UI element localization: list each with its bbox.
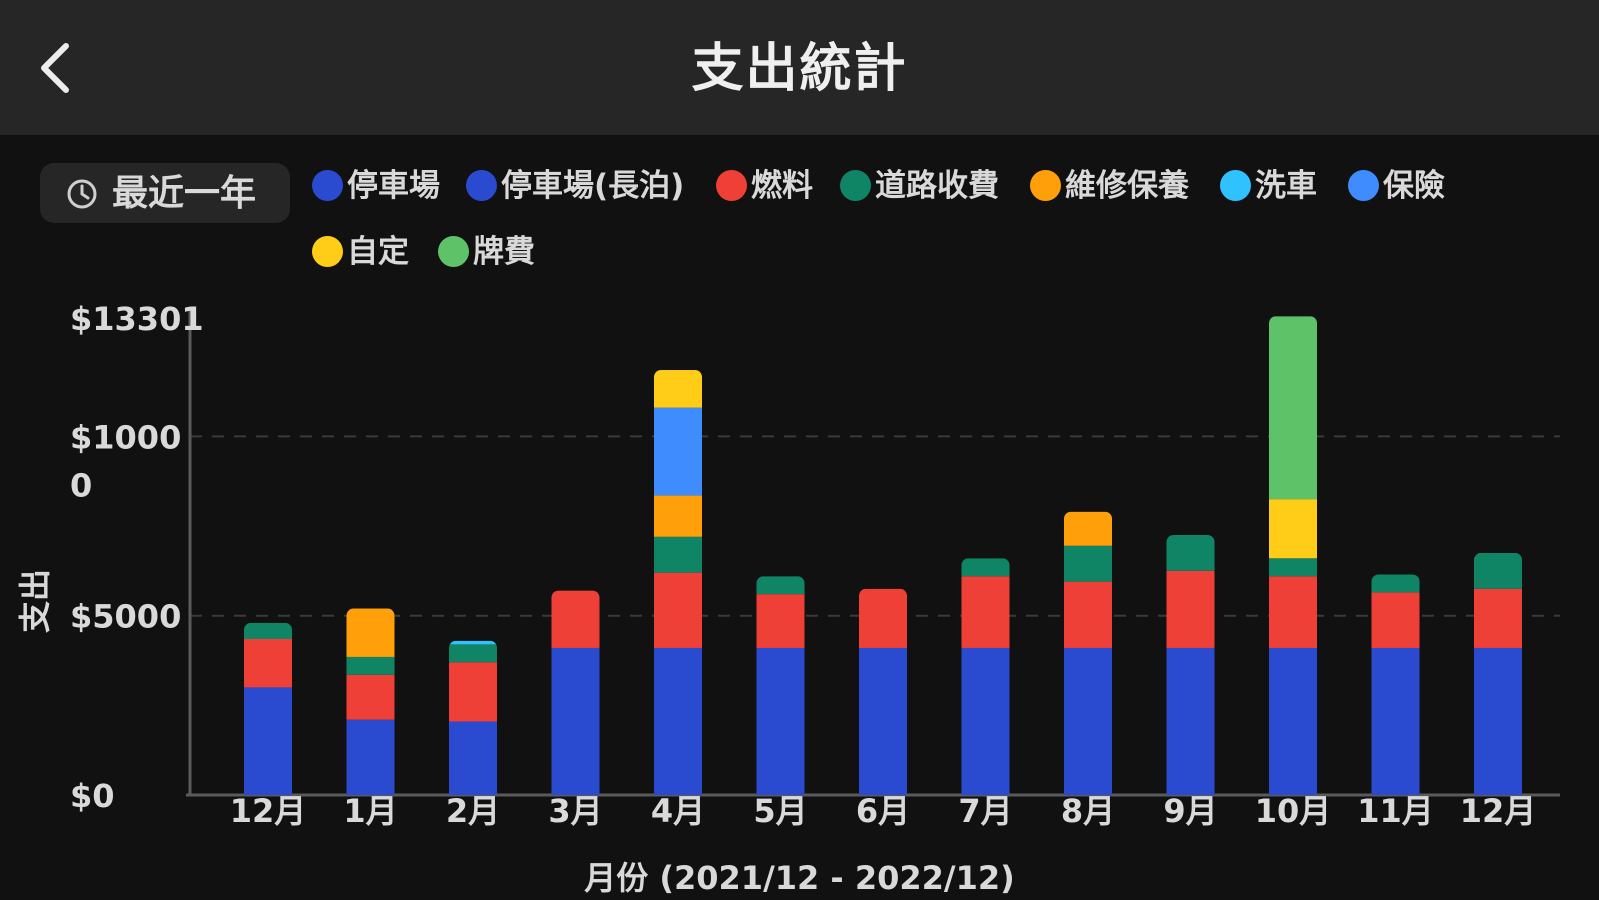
legend-item-parking[interactable]: 停車場 bbox=[312, 166, 440, 206]
legend-dot bbox=[466, 170, 497, 201]
time-range-label: 最近一年 bbox=[112, 173, 257, 214]
legend-dot bbox=[312, 236, 343, 267]
bar-segment bbox=[449, 662, 497, 722]
bar-segment bbox=[1371, 592, 1420, 648]
x-tick-label: 11月 bbox=[1357, 792, 1434, 830]
legend-item-long-term-parking[interactable]: 停車場(長泊) bbox=[466, 166, 684, 206]
bar-segment bbox=[756, 594, 805, 648]
x-tick-label: 9月 bbox=[1163, 792, 1217, 830]
bar-segment bbox=[1269, 576, 1317, 648]
back-button[interactable] bbox=[28, 36, 88, 100]
legend-label: 自定 bbox=[347, 234, 409, 270]
bar-segment bbox=[346, 656, 395, 675]
x-tick-label: 1月 bbox=[343, 792, 397, 830]
x-tick-label: 6月 bbox=[856, 792, 910, 830]
page-title: 支出統計 bbox=[691, 39, 908, 99]
legend-dot bbox=[1030, 170, 1061, 201]
x-tick-label: 8月 bbox=[1061, 792, 1115, 830]
bar-segment bbox=[961, 576, 1010, 648]
legend-item-maintenance[interactable]: 維修保養 bbox=[1030, 166, 1189, 206]
legend-label: 牌費 bbox=[473, 234, 535, 270]
bar-segment bbox=[551, 590, 600, 648]
legend-label: 燃料 bbox=[751, 168, 813, 204]
bar-segment bbox=[1064, 545, 1112, 582]
legend-item-license-fee[interactable]: 牌費 bbox=[438, 232, 535, 272]
bar-segment bbox=[859, 588, 907, 648]
y-axis-title: 支出 bbox=[16, 569, 54, 634]
bar-segment bbox=[449, 640, 497, 645]
legend-dot bbox=[1348, 170, 1379, 201]
bar-segment bbox=[654, 536, 702, 573]
bar-segment bbox=[859, 647, 907, 795]
legend-label: 維修保養 bbox=[1065, 168, 1189, 204]
x-tick-label: 2月 bbox=[446, 792, 500, 830]
bar-segment bbox=[1371, 647, 1420, 795]
bar-segment bbox=[654, 495, 702, 537]
bar-segment bbox=[1371, 574, 1420, 593]
legend-dot bbox=[438, 236, 469, 267]
header-bar: 支出統計 bbox=[0, 0, 1599, 135]
legend-label: 停車場 bbox=[347, 168, 440, 204]
x-axis-title: 月份 (2021/12 - 2022/12) bbox=[584, 859, 1015, 897]
y-tick-label: $0 bbox=[70, 777, 115, 815]
y-tick-label: $13301 bbox=[70, 300, 204, 338]
bar-segment bbox=[244, 639, 292, 688]
legend-dot bbox=[840, 170, 871, 201]
legend-dot bbox=[1220, 170, 1251, 201]
bar-segment bbox=[654, 407, 702, 496]
bar-segment bbox=[1269, 316, 1317, 500]
legend-item-car-wash[interactable]: 洗車 bbox=[1220, 166, 1317, 206]
bar-segment bbox=[346, 674, 395, 720]
x-tick-label: 12月 bbox=[230, 792, 307, 830]
x-tick-label: 10月 bbox=[1255, 792, 1332, 830]
x-tick-label: 12月 bbox=[1460, 792, 1537, 830]
legend-label: 保險 bbox=[1383, 168, 1445, 204]
bar-segment bbox=[1166, 647, 1215, 795]
bar-segment bbox=[654, 572, 702, 648]
bar-segment bbox=[1166, 535, 1215, 571]
bar-segment bbox=[756, 576, 805, 595]
legend-item-tolls[interactable]: 道路收費 bbox=[840, 166, 999, 206]
bar-segment bbox=[1166, 570, 1215, 648]
legend-item-insurance[interactable]: 保險 bbox=[1348, 166, 1445, 206]
bar-segment bbox=[449, 721, 497, 795]
bar-segment bbox=[1269, 558, 1317, 577]
bar-segment bbox=[1474, 552, 1522, 589]
time-range-button[interactable]: 最近一年 bbox=[40, 163, 290, 223]
bar-segment bbox=[449, 644, 497, 663]
bar-segment bbox=[961, 647, 1010, 795]
bar-segment bbox=[1474, 647, 1522, 795]
bar-segment bbox=[654, 647, 702, 795]
legend-item-fuel[interactable]: 燃料 bbox=[716, 166, 813, 206]
chevron-left-icon bbox=[41, 43, 69, 93]
bar-segment bbox=[1269, 647, 1317, 795]
bar-segment bbox=[1269, 499, 1317, 559]
legend-label: 洗車 bbox=[1255, 168, 1317, 204]
bar-segment bbox=[961, 558, 1010, 577]
bar-segment bbox=[1064, 647, 1112, 795]
bar-segment bbox=[1064, 511, 1112, 546]
x-tick-label: 4月 bbox=[651, 792, 705, 830]
legend-dot bbox=[716, 170, 747, 201]
clock-icon bbox=[67, 179, 97, 209]
legend-dot bbox=[312, 170, 343, 201]
legend-label: 道路收費 bbox=[875, 168, 999, 204]
bar-segment bbox=[756, 647, 805, 795]
bar-segment bbox=[244, 687, 292, 795]
bar-segment bbox=[1064, 581, 1112, 648]
legend-item-custom[interactable]: 自定 bbox=[312, 232, 409, 272]
x-tick-label: 7月 bbox=[958, 792, 1012, 830]
bar-segment bbox=[244, 622, 292, 640]
y-tick-label: $5000 bbox=[70, 598, 181, 636]
bar-segment bbox=[1474, 588, 1522, 648]
bar-segment bbox=[346, 608, 395, 657]
y-tick-label: $1000 0 bbox=[70, 418, 181, 504]
x-tick-label: 5月 bbox=[753, 792, 807, 830]
bar-segment bbox=[654, 370, 702, 408]
bar-segment bbox=[551, 647, 600, 795]
bar-segment bbox=[346, 719, 395, 795]
legend-label: 停車場(長泊) bbox=[501, 168, 685, 204]
x-tick-label: 3月 bbox=[548, 792, 602, 830]
